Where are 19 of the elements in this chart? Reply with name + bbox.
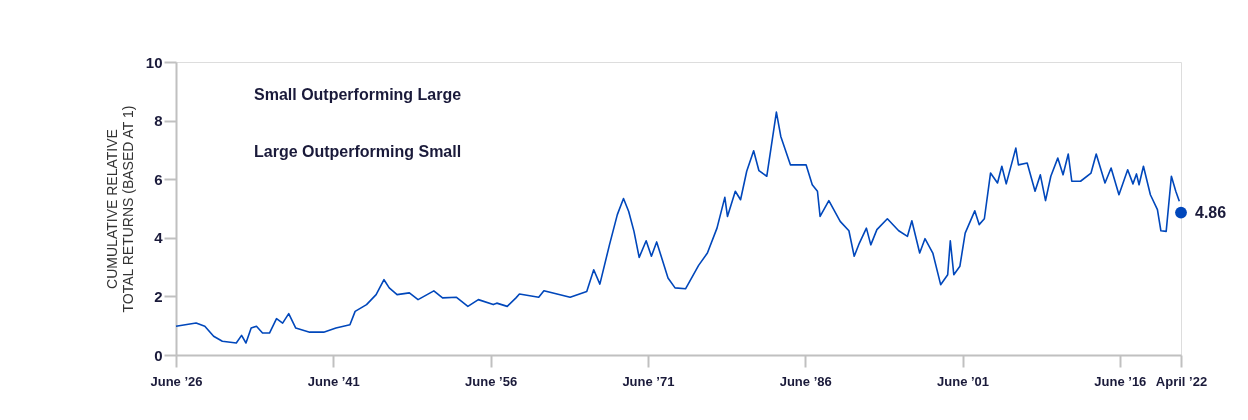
y-axis-title: CUMULATIVE RELATIVE TOTAL RETURNS (BASED AT 1): [103, 105, 136, 313]
x-tick-label: June ’71: [622, 373, 675, 389]
y-tick-label: 0: [154, 346, 163, 364]
y-tick-label: 2: [154, 287, 163, 305]
x-tick-label: June ’01: [937, 373, 990, 389]
y-tick-label: 6: [154, 170, 163, 188]
line-series: [175, 111, 1181, 344]
x-tick-label: June ’26: [150, 373, 203, 389]
annotation: 4.86: [1195, 203, 1227, 221]
annotation: Large Outperforming Small: [254, 143, 462, 160]
x-tick-label: June ’86: [779, 373, 832, 389]
y-tick-label: 8: [154, 112, 163, 130]
y-tick-label: 10: [145, 53, 163, 71]
x-tick-label: June ’41: [307, 373, 360, 389]
x-tick-label: June ’16: [1094, 373, 1147, 389]
x-tick-label: June ’56: [465, 373, 518, 389]
annotation: Small Outperforming Large: [254, 86, 462, 103]
x-tick-label: April ’22: [1155, 373, 1208, 389]
y-tick-label: 4: [154, 229, 164, 247]
